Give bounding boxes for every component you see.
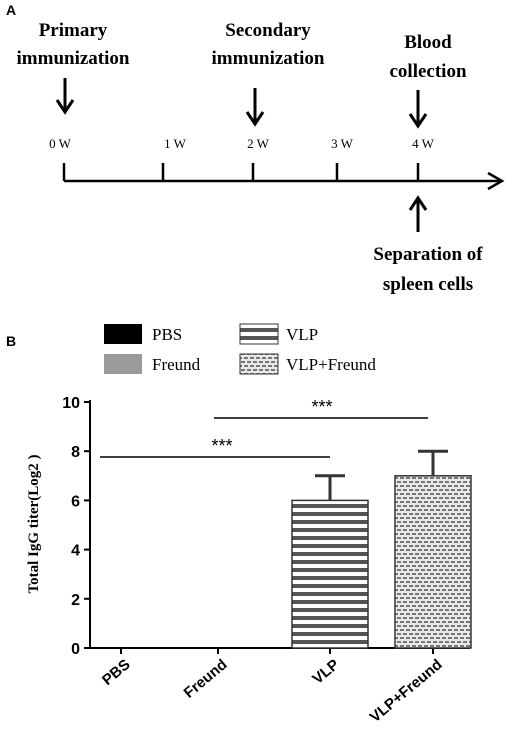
event-spleen-line1: Separation of bbox=[373, 244, 483, 265]
y-tick-label-0: 0 bbox=[71, 641, 80, 658]
legend-label-freund: Freund bbox=[152, 355, 201, 374]
event-primary-line1: Primary bbox=[39, 20, 108, 41]
legend-label-pbs: PBS bbox=[152, 325, 182, 344]
legend-label-vlp-freund: VLP+Freund bbox=[286, 355, 376, 374]
down-arrow-icon bbox=[245, 88, 265, 127]
down-arrow-icon bbox=[408, 90, 428, 129]
y-tick-label-2: 2 bbox=[71, 592, 80, 609]
tick-label-2w: 2 W bbox=[247, 136, 270, 151]
bar-chart-plot: 0 2 4 6 8 10 PBS Freund VLP VLP+Freund bbox=[62, 395, 472, 726]
x-tick-label-vlp-freund: VLP+Freund bbox=[367, 656, 446, 726]
significance-stars-vlp-freund: *** bbox=[311, 397, 332, 417]
event-blood-line2: collection bbox=[389, 61, 466, 82]
y-tick-label-4: 4 bbox=[71, 543, 80, 560]
x-tick-label-pbs: PBS bbox=[99, 656, 134, 689]
y-axis-label: Total IgG titer(Log2 ) bbox=[26, 454, 42, 593]
event-spleen-line2: spleen cells bbox=[383, 274, 473, 295]
legend-label-vlp: VLP bbox=[286, 325, 318, 344]
significance-annotations: *** *** bbox=[100, 397, 428, 458]
x-tick-label-vlp: VLP bbox=[309, 656, 342, 688]
tick-label-1w: 1 W bbox=[164, 136, 187, 151]
y-tick-label-10: 10 bbox=[62, 395, 80, 412]
bar-vlp-freund bbox=[394, 475, 472, 649]
event-primary-line2: immunization bbox=[17, 48, 130, 69]
tick-label-4w: 4 W bbox=[412, 136, 435, 151]
legend-swatch-freund bbox=[104, 354, 142, 374]
bar-vlp bbox=[291, 499, 369, 649]
event-blood-line1: Blood bbox=[404, 32, 452, 53]
event-secondary-line2: immunization bbox=[212, 48, 325, 69]
event-secondary-line1: Secondary bbox=[225, 20, 311, 41]
timeline-axis bbox=[62, 163, 505, 191]
panel-a: A Primary immunization Secondary immuniz… bbox=[6, 2, 505, 295]
x-tick-label-freund: Freund bbox=[181, 656, 231, 702]
significance-stars-vlp: *** bbox=[211, 436, 232, 456]
down-arrow-icon bbox=[55, 78, 75, 115]
panel-b: B PBS VLP Freund VLP+Freund Total IgG ti… bbox=[6, 323, 472, 726]
tick-label-0w: 0 W bbox=[49, 136, 72, 151]
legend-swatch-vlp bbox=[239, 323, 279, 345]
legend-swatch-pbs bbox=[104, 324, 142, 344]
legend: PBS VLP Freund VLP+Freund bbox=[104, 323, 376, 375]
up-arrow-icon bbox=[408, 195, 428, 232]
panel-b-label: B bbox=[6, 333, 16, 349]
legend-swatch-vlp-freund bbox=[239, 353, 279, 375]
tick-label-3w: 3 W bbox=[331, 136, 354, 151]
y-tick-label-8: 8 bbox=[71, 444, 80, 461]
y-tick-label-6: 6 bbox=[71, 493, 80, 510]
panel-a-label: A bbox=[6, 2, 16, 18]
